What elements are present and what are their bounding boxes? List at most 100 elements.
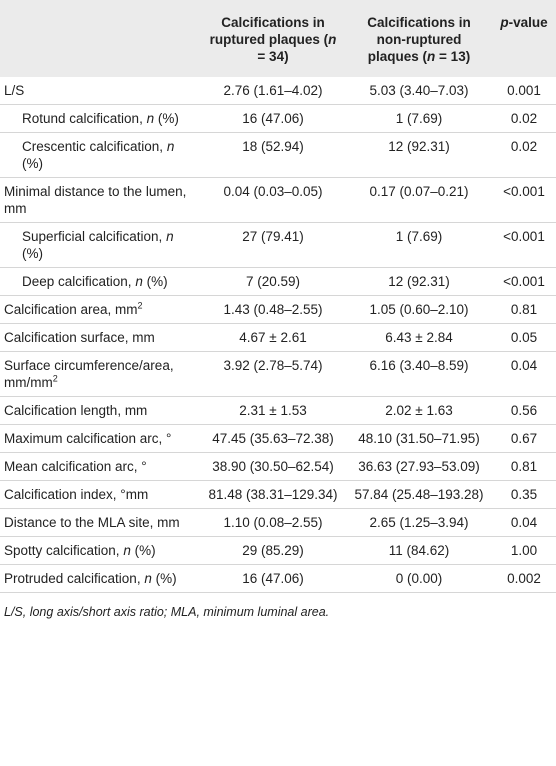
text-segment: Crescentic calcification, bbox=[22, 139, 167, 154]
row-label: Minimal distance to the lumen, mm bbox=[0, 177, 200, 223]
row-label: L/S bbox=[0, 77, 200, 105]
text-segment: Calcification area, mm bbox=[4, 302, 138, 317]
cell: 81.48 (38.31–129.34) bbox=[200, 480, 346, 509]
row-label: Rotund calcification, n (%) bbox=[0, 104, 200, 133]
table-row: Calcification length, mm 2.31 ± 1.53 2.02 … bbox=[0, 396, 556, 425]
text-segment: n bbox=[166, 139, 175, 154]
cell: <0.001 bbox=[492, 267, 556, 296]
row-label: Maximum calcification arc, ° bbox=[0, 424, 200, 453]
header-row: Calcifications in ruptured plaques (n = … bbox=[0, 0, 556, 77]
text-segment: Mean calcification arc, ° bbox=[4, 459, 147, 474]
row-label: Calcification surface, mm bbox=[0, 323, 200, 352]
cell: 48.10 (31.50–71.95) bbox=[346, 424, 492, 453]
row-label: Superficial calcification, n (%) bbox=[0, 222, 200, 268]
text-segment: (%) bbox=[142, 274, 168, 289]
row-label: Surface circumference/area, mm/mm2 bbox=[0, 351, 200, 397]
cell: 0.05 bbox=[492, 323, 556, 352]
text-segment: n bbox=[427, 49, 436, 64]
cell: 2.65 (1.25–3.94) bbox=[346, 508, 492, 537]
cell: 0.001 bbox=[492, 77, 556, 105]
text-segment: Rotund calcification, bbox=[22, 111, 147, 126]
cell: 0.67 bbox=[492, 424, 556, 453]
text-segment: Surface circumference/area, mm/mm bbox=[4, 358, 174, 390]
cell: <0.001 bbox=[492, 222, 556, 268]
table-row: L/S 2.76 (1.61–4.02) 5.03 (3.40–7.03) 0.001 bbox=[0, 77, 556, 105]
text-segment: n bbox=[135, 274, 143, 289]
cell: 1 (7.69) bbox=[346, 222, 492, 268]
text-segment: -value bbox=[508, 15, 548, 30]
text-segment: n bbox=[166, 229, 174, 244]
table-row: Calcification index, °mm 81.48 (38.31–129… bbox=[0, 480, 556, 509]
cell: 16 (47.06) bbox=[200, 564, 346, 593]
text-segment: (%) bbox=[151, 571, 177, 586]
cell: 0.81 bbox=[492, 295, 556, 324]
header-cell: Calcifications in ruptured plaques (n = … bbox=[200, 0, 346, 77]
footnote: L/S, long axis/short axis ratio; MLA, mi… bbox=[4, 605, 330, 619]
row-label: Distance to the MLA site, mm bbox=[0, 508, 200, 537]
cell: 1.00 bbox=[492, 536, 556, 565]
cell: 0.35 bbox=[492, 480, 556, 509]
cell: 16 (47.06) bbox=[200, 104, 346, 133]
row-label: Calcification index, °mm bbox=[0, 480, 200, 509]
table-row: Maximum calcification arc, ° 47.45 (35.63… bbox=[0, 424, 556, 453]
cell: 7 (20.59) bbox=[200, 267, 346, 296]
cell: 57.84 (25.48–193.28) bbox=[346, 480, 492, 509]
row-label: Mean calcification arc, ° bbox=[0, 452, 200, 481]
cell: 0.002 bbox=[492, 564, 556, 593]
cell: 12 (92.31) bbox=[346, 132, 492, 178]
table-row: Calcification surface, mm 4.67 ± 2.61 6.43… bbox=[0, 323, 556, 352]
cell: 6.43 ± 2.84 bbox=[346, 323, 492, 352]
table-row: Surface circumference/area, mm/mm2 3.92 (… bbox=[0, 351, 556, 397]
row-label: Crescentic calcification, n (%) bbox=[0, 132, 200, 178]
text-segment: p bbox=[500, 15, 509, 30]
cell: 29 (85.29) bbox=[200, 536, 346, 565]
table-row: Protruded calcification, n (%) 16 (47.06)… bbox=[0, 564, 556, 593]
table-row: Mean calcification arc, ° 38.90 (30.50–62… bbox=[0, 452, 556, 481]
cell: 0.04 bbox=[492, 508, 556, 537]
text-segment: = 13) bbox=[435, 49, 471, 64]
cell: 18 (52.94) bbox=[200, 132, 346, 178]
cell: 6.16 (3.40–8.59) bbox=[346, 351, 492, 397]
cell: 12 (92.31) bbox=[346, 267, 492, 296]
table-row: Distance to the MLA site, mm 1.10 (0.08–2… bbox=[0, 508, 556, 537]
cell: 1.10 (0.08–2.55) bbox=[200, 508, 346, 537]
cell: 0 (0.00) bbox=[346, 564, 492, 593]
cell: 36.63 (27.93–53.09) bbox=[346, 452, 492, 481]
cell: 38.90 (30.50–62.54) bbox=[200, 452, 346, 481]
text-segment: Minimal distance to the lumen, mm bbox=[4, 184, 187, 216]
cell: 4.67 ± 2.61 bbox=[200, 323, 346, 352]
text-segment: Calcification length, mm bbox=[4, 403, 148, 418]
table-row: Deep calcification, n (%) 7 (20.59) 12 (92… bbox=[0, 267, 556, 296]
cell: 0.02 bbox=[492, 104, 556, 133]
cell: <0.001 bbox=[492, 177, 556, 223]
header-cell: Calcifications in non-ruptured plaques (… bbox=[346, 0, 492, 77]
text-segment: Spotty calcification, bbox=[4, 543, 124, 558]
text-segment: Calcification surface, mm bbox=[4, 330, 155, 345]
data-table: Calcifications in ruptured plaques (n = … bbox=[0, 0, 556, 593]
table-body: L/S 2.76 (1.61–4.02) 5.03 (3.40–7.03) 0.001… bbox=[0, 77, 556, 593]
cell: 1.05 (0.60–2.10) bbox=[346, 295, 492, 324]
text-segment: n bbox=[328, 32, 337, 47]
text-segment: Calcifications in ruptured plaques ( bbox=[209, 15, 329, 47]
text-segment: Calcification index, °mm bbox=[4, 487, 149, 502]
text-segment: 2 bbox=[52, 373, 58, 384]
cell: 27 (79.41) bbox=[200, 222, 346, 268]
text-segment: Maximum calcification arc, ° bbox=[4, 431, 172, 446]
text-segment: (%) bbox=[130, 543, 156, 558]
cell: 0.17 (0.07–0.21) bbox=[346, 177, 492, 223]
cell: 5.03 (3.40–7.03) bbox=[346, 77, 492, 105]
text-segment: = 34) bbox=[257, 49, 289, 64]
cell: 1.43 (0.48–2.55) bbox=[200, 295, 346, 324]
text-segment: (%) bbox=[154, 111, 179, 126]
text-segment: 2 bbox=[137, 300, 143, 311]
table-row: Crescentic calcification, n (%) 18 (52.94… bbox=[0, 132, 556, 178]
cell: 0.04 (0.03–0.05) bbox=[200, 177, 346, 223]
cell: 0.56 bbox=[492, 396, 556, 425]
text-segment: Protruded calcification, bbox=[4, 571, 145, 586]
cell: 0.02 bbox=[492, 132, 556, 178]
text-segment: (%) bbox=[22, 156, 43, 171]
header-cell bbox=[0, 0, 200, 77]
cell: 0.81 bbox=[492, 452, 556, 481]
cell: 1 (7.69) bbox=[346, 104, 492, 133]
